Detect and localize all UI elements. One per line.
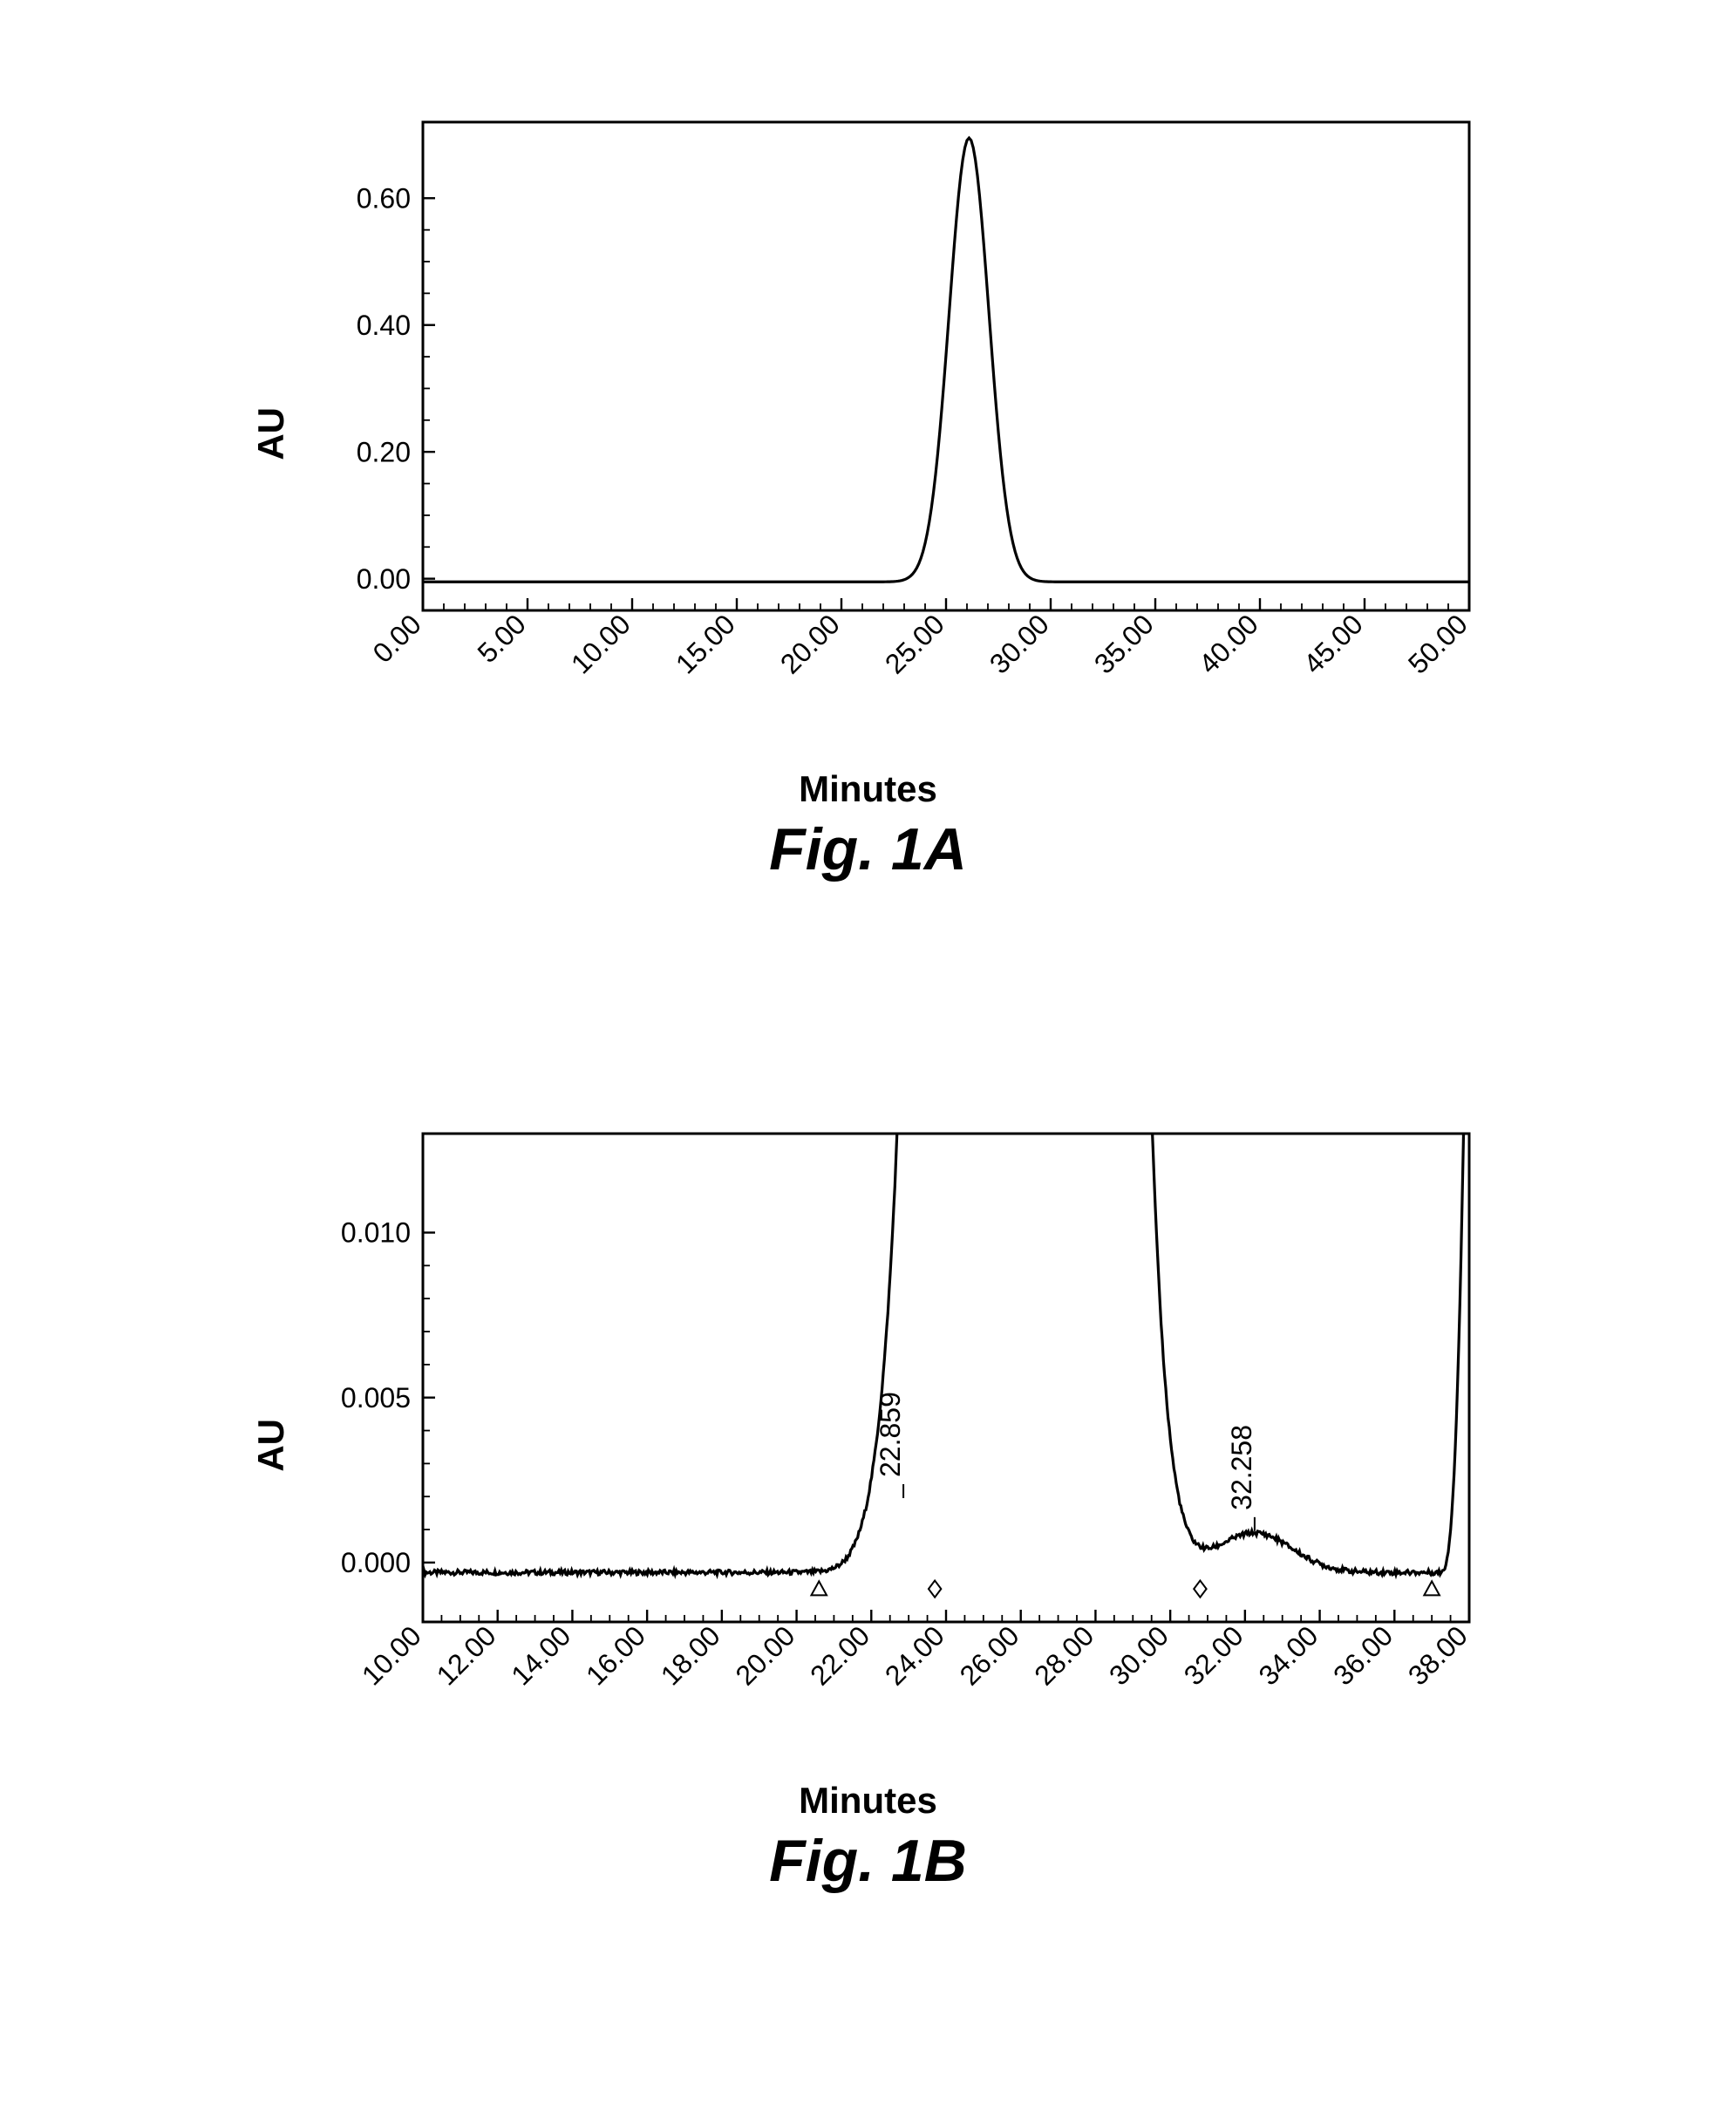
svg-text:15.00: 15.00: [669, 608, 740, 679]
svg-text:35.00: 35.00: [1087, 608, 1159, 679]
chart-a-block: AU 0.00 5.00 10.00 15.00 20.00 25.00 30.00 35.0…: [250, 105, 1487, 883]
svg-text:10.00: 10.00: [355, 1619, 426, 1691]
svg-text:20.00: 20.00: [773, 608, 845, 679]
chart-a-plot: 0.00 5.00 10.00 15.00 20.00 25.00 30.00 35.00 40…: [301, 105, 1487, 763]
svg-text:34.00: 34.00: [1252, 1619, 1324, 1691]
svg-text:24.00: 24.00: [878, 1619, 950, 1691]
svg-text:0.00: 0.00: [356, 563, 410, 595]
svg-text:32.00: 32.00: [1177, 1619, 1249, 1691]
svg-text:0.60: 0.60: [356, 182, 410, 214]
svg-text:25.00: 25.00: [878, 608, 950, 679]
svg-text:32.258: 32.258: [1225, 1425, 1256, 1510]
svg-text:50.00: 50.00: [1401, 608, 1473, 679]
chart-a-ylabel: AU: [250, 407, 292, 460]
svg-text:40.00: 40.00: [1192, 608, 1263, 679]
svg-text:30.00: 30.00: [983, 608, 1054, 679]
svg-text:28.00: 28.00: [1028, 1619, 1099, 1691]
svg-text:0.00: 0.00: [366, 608, 426, 668]
svg-text:36.00: 36.00: [1327, 1619, 1399, 1691]
chart-a-xlabel: Minutes: [799, 768, 937, 810]
svg-text:16.00: 16.00: [580, 1619, 651, 1691]
chart-b-block: AU 10.0012.0014.0016.0018.0020.0022.0024…: [250, 1116, 1487, 1895]
svg-text:14.00: 14.00: [505, 1619, 576, 1691]
chart-a-title: Fig. 1A: [769, 815, 967, 883]
chart-b-ylabel: AU: [250, 1419, 292, 1472]
svg-text:0.005: 0.005: [340, 1382, 410, 1414]
svg-text:0.40: 0.40: [356, 310, 410, 341]
svg-text:22.859: 22.859: [875, 1392, 906, 1477]
svg-text:0.20: 0.20: [356, 436, 410, 467]
page: AU 0.00 5.00 10.00 15.00 20.00 25.00 30.00 35.0…: [0, 0, 1736, 2112]
chart-b-plot: 10.0012.0014.0016.0018.0020.0022.0024.00…: [301, 1116, 1487, 1775]
chart-a-row: AU 0.00 5.00 10.00 15.00 20.00 25.00 30.00 35.0…: [250, 105, 1487, 763]
svg-text:22.00: 22.00: [804, 1619, 875, 1691]
svg-text:30.00: 30.00: [1103, 1619, 1174, 1691]
svg-text:38.00: 38.00: [1401, 1619, 1473, 1691]
svg-text:45.00: 45.00: [1297, 608, 1368, 679]
svg-text:0.000: 0.000: [340, 1547, 410, 1578]
svg-text:18.00: 18.00: [654, 1619, 725, 1691]
svg-text:10.00: 10.00: [564, 608, 636, 679]
svg-text:12.00: 12.00: [430, 1619, 501, 1691]
chart-b-title: Fig. 1B: [769, 1827, 967, 1895]
svg-text:0.010: 0.010: [340, 1217, 410, 1249]
svg-text:5.00: 5.00: [471, 608, 531, 668]
chart-b-row: AU 10.0012.0014.0016.0018.0020.0022.0024…: [250, 1116, 1487, 1775]
svg-text:20.00: 20.00: [729, 1619, 800, 1691]
chart-b-xlabel: Minutes: [799, 1780, 937, 1822]
svg-text:26.00: 26.00: [953, 1619, 1025, 1691]
